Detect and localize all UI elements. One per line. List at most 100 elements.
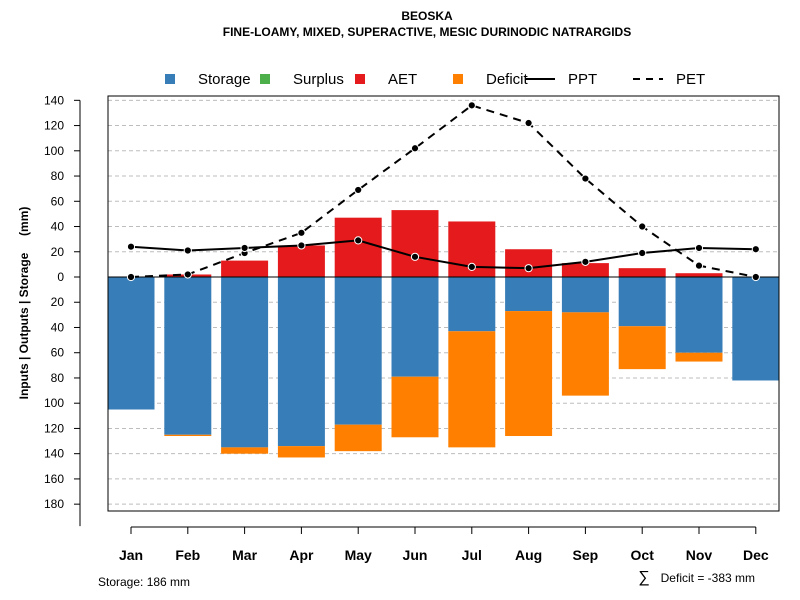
x-tick-label: Dec (743, 547, 769, 563)
y-tick-label: 20 (51, 245, 65, 259)
storage-bar (675, 277, 723, 353)
x-tick-label: Aug (515, 547, 542, 563)
series-lines (126, 101, 760, 282)
legend-swatch (165, 74, 175, 84)
ppt-point (524, 264, 533, 273)
legend-swatch (355, 74, 365, 84)
aet-bar (618, 268, 666, 277)
ppt-point (183, 246, 192, 255)
aet-bar (221, 260, 269, 277)
chart-subtitle: FINE-LOAMY, MIXED, SUPERACTIVE, MESIC DU… (223, 25, 631, 39)
x-tick-label: Nov (686, 547, 713, 563)
y-tick-label: 120 (44, 119, 64, 133)
x-tick-label: Oct (631, 547, 655, 563)
ppt-point (751, 245, 760, 254)
y-tick-label: 0 (57, 270, 64, 284)
storage-bar (448, 277, 496, 332)
y-tick-label: 140 (44, 447, 64, 461)
ppt-line (130, 239, 756, 270)
deficit-bar (391, 376, 439, 438)
deficit-bar (277, 446, 325, 458)
y-tick-label: 100 (44, 396, 64, 410)
pet-point (638, 222, 647, 231)
legend: Storage Surplus AET Deficit PPT PET (165, 71, 705, 88)
aet-bar (391, 210, 439, 277)
legend-label: PET (676, 71, 705, 88)
y-tick-label: 20 (51, 295, 65, 309)
storage-bar (164, 277, 212, 435)
pet-point (410, 144, 420, 153)
legend-label: Surplus (293, 71, 344, 88)
y-tick-label: 60 (51, 194, 65, 208)
storage-bar (277, 277, 325, 447)
legend-label: PPT (568, 71, 597, 88)
y-tick-label: 40 (51, 320, 65, 334)
x-tick-label: Jun (403, 547, 428, 563)
ppt-point (581, 257, 590, 266)
ppt-point (410, 252, 420, 261)
y-tick-label: 40 (51, 220, 65, 234)
footer-deficit-symbol: ∑ (638, 569, 649, 586)
storage-bar (505, 277, 553, 312)
y-tick-label: 80 (51, 371, 65, 385)
deficit-bar (561, 312, 609, 396)
legend-swatch (453, 74, 463, 84)
y-tick-label: 140 (44, 93, 64, 107)
aet-bar (675, 273, 723, 277)
storage-bar (334, 277, 382, 425)
ppt-point (354, 236, 363, 245)
deficit-bar (618, 326, 666, 370)
ppt-point (694, 243, 704, 253)
x-tick-label: Sep (573, 547, 599, 563)
aet-bar (334, 217, 382, 277)
aet-bar (277, 245, 325, 277)
pet-point (467, 101, 476, 110)
x-tick-label: Jul (462, 547, 482, 563)
deficit-bar (675, 352, 723, 362)
x-tick-label: May (345, 547, 372, 563)
legend-swatch (260, 74, 270, 84)
x-tick-label: Jan (119, 547, 143, 563)
aet-bar (505, 249, 553, 277)
storage-bar (391, 277, 439, 377)
y-axis-label: Inputs | Outputs | Storage (mm) (17, 207, 31, 400)
pet-point (297, 228, 306, 237)
storage-bar (732, 277, 780, 381)
storage-bar (561, 277, 609, 313)
x-axis: Jan Feb Mar Apr May Jun Jul Aug Sep Oct Nov Dec (119, 526, 769, 563)
y-tick-label: 60 (51, 346, 65, 360)
chart-title: BEOSKA (401, 9, 453, 23)
deficit-bar (505, 311, 553, 437)
legend-label: Storage (198, 71, 251, 88)
ppt-point (126, 242, 136, 251)
pet-point (581, 174, 590, 183)
pet-point (694, 261, 704, 270)
aet-bar (561, 263, 609, 277)
x-tick-label: Feb (175, 547, 200, 563)
footer-deficit: Deficit = -383 mm (661, 571, 755, 585)
pet-line (130, 104, 756, 278)
y-tick-label: 80 (51, 169, 65, 183)
legend-label: Deficit (486, 71, 529, 88)
pet-point (524, 118, 533, 128)
y-axis: 140 120 100 80 60 40 20 0 20 40 60 80 100 120 140 160 18… (44, 93, 81, 527)
ppt-point (467, 262, 476, 272)
deficit-bar (448, 331, 496, 448)
pet-point (751, 272, 760, 282)
pet-point (126, 272, 136, 282)
y-tick-label: 120 (44, 421, 64, 435)
pet-point (354, 185, 363, 195)
deficit-bar (334, 424, 382, 452)
y-tick-label: 180 (44, 497, 64, 511)
footer-storage: Storage: 186 mm (98, 575, 190, 589)
storage-bar (618, 277, 666, 327)
ppt-point (297, 241, 306, 250)
storage-bar (107, 277, 155, 410)
ppt-point (240, 243, 249, 253)
deficit-bar (164, 434, 212, 437)
deficit-bar (221, 447, 269, 454)
pet-point (183, 270, 192, 279)
legend-label: AET (388, 71, 417, 88)
bars (107, 210, 780, 458)
